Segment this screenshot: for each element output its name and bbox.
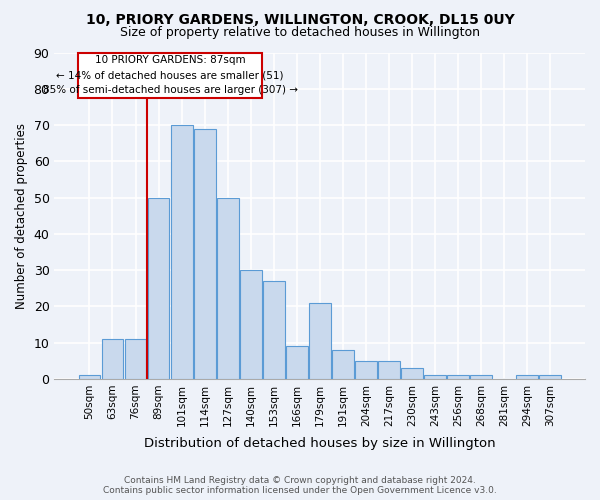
Bar [101,339,124,379]
Text: Size of property relative to detached houses in Willington: Size of property relative to detached ho… [120,26,480,39]
Bar [355,361,377,379]
Text: 10 PRIORY GARDENS: 87sqm: 10 PRIORY GARDENS: 87sqm [95,55,245,65]
Bar [309,302,331,379]
Bar [148,198,169,379]
Bar [378,361,400,379]
X-axis label: Distribution of detached houses by size in Willington: Distribution of detached houses by size … [144,437,496,450]
Bar [447,376,469,379]
Text: 10, PRIORY GARDENS, WILLINGTON, CROOK, DL15 0UY: 10, PRIORY GARDENS, WILLINGTON, CROOK, D… [86,12,514,26]
Text: Contains HM Land Registry data © Crown copyright and database right 2024.
Contai: Contains HM Land Registry data © Crown c… [103,476,497,495]
Bar [424,376,446,379]
Bar [263,281,284,379]
Bar [470,376,492,379]
Bar [170,125,193,379]
Bar [539,376,561,379]
Y-axis label: Number of detached properties: Number of detached properties [15,122,28,308]
Text: ← 14% of detached houses are smaller (51): ← 14% of detached houses are smaller (51… [56,70,284,80]
Bar [332,350,353,379]
Bar [194,128,215,379]
Bar [401,368,423,379]
Bar [286,346,308,379]
Bar [79,376,100,379]
Bar [516,376,538,379]
Text: 85% of semi-detached houses are larger (307) →: 85% of semi-detached houses are larger (… [43,86,298,96]
Bar [78,52,262,98]
Bar [240,270,262,379]
Bar [125,339,146,379]
Bar [217,198,239,379]
